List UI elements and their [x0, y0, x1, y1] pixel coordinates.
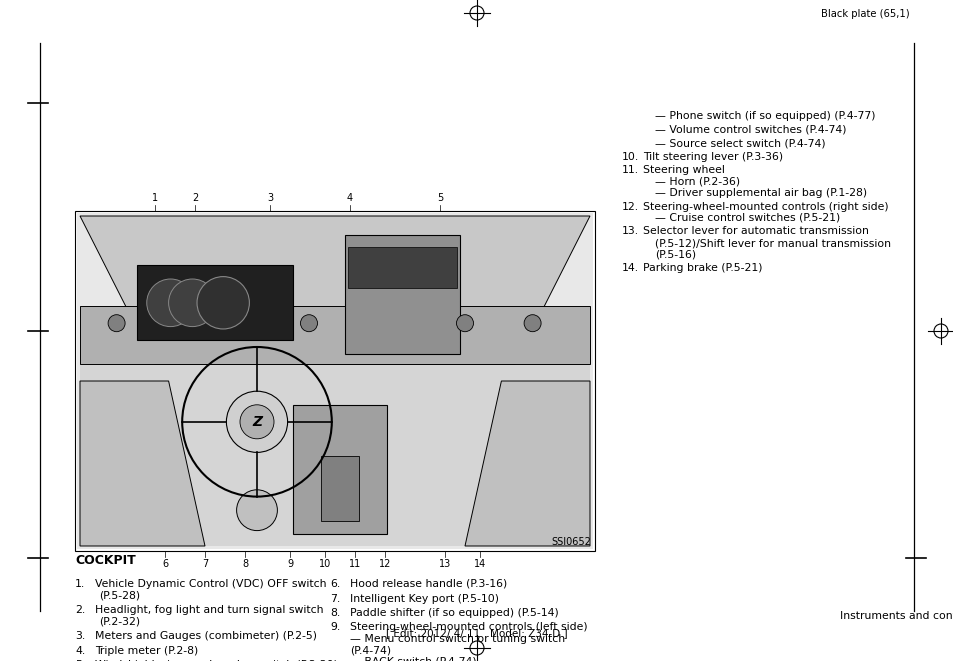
Text: Selector lever for automatic transmission: Selector lever for automatic transmissio…	[642, 227, 868, 237]
Bar	[75, 211, 595, 551]
Text: Z: Z	[252, 415, 262, 429]
Circle shape	[240, 405, 274, 439]
Text: 4: 4	[347, 193, 353, 203]
Bar	[348, 247, 456, 288]
Text: 8.: 8.	[330, 608, 340, 618]
Text: — Source select switch (P.4-74): — Source select switch (P.4-74)	[655, 138, 824, 148]
Text: (P.5-28): (P.5-28)	[99, 590, 140, 600]
Circle shape	[300, 315, 317, 332]
Polygon shape	[80, 364, 589, 546]
Circle shape	[108, 315, 125, 332]
Text: 13.: 13.	[621, 227, 639, 237]
Text: Steering-wheel-mounted controls (left side): Steering-wheel-mounted controls (left si…	[350, 623, 587, 633]
Text: — BACK switch (P.4-74): — BACK switch (P.4-74)	[350, 657, 476, 661]
Text: (P.5-16): (P.5-16)	[655, 249, 696, 260]
Text: [ Edit: 2012/ 4/ 11   Model: Z34-D ]: [ Edit: 2012/ 4/ 11 Model: Z34-D ]	[386, 628, 567, 638]
Polygon shape	[464, 381, 589, 546]
Text: Hood release handle (P.3-16): Hood release handle (P.3-16)	[350, 579, 507, 589]
Text: — Driver supplemental air bag (P.1-28): — Driver supplemental air bag (P.1-28)	[655, 188, 866, 198]
Text: 11.: 11.	[621, 165, 639, 175]
Circle shape	[456, 315, 473, 332]
Text: Steering wheel: Steering wheel	[642, 165, 724, 175]
Text: COCKPIT: COCKPIT	[75, 554, 135, 567]
Text: 5.: 5.	[75, 660, 85, 661]
Text: Black plate (65,1): Black plate (65,1)	[821, 9, 909, 19]
Bar	[80, 306, 589, 364]
Circle shape	[147, 279, 194, 327]
Polygon shape	[80, 216, 589, 364]
Text: 2.: 2.	[75, 605, 85, 615]
Text: Steering-wheel-mounted controls (right side): Steering-wheel-mounted controls (right s…	[642, 202, 887, 212]
Text: (P.2-32): (P.2-32)	[99, 617, 140, 627]
Text: — Phone switch (if so equipped) (P.4-77): — Phone switch (if so equipped) (P.4-77)	[655, 111, 875, 121]
Text: 6.: 6.	[330, 579, 340, 589]
Bar	[345, 235, 459, 354]
Text: 2: 2	[192, 193, 198, 203]
Text: 12: 12	[378, 559, 391, 569]
Circle shape	[169, 279, 216, 327]
Text: 12.: 12.	[621, 202, 639, 212]
Text: 6: 6	[162, 559, 168, 569]
Text: Tilt steering lever (P.3-36): Tilt steering lever (P.3-36)	[642, 151, 782, 161]
Text: 11: 11	[349, 559, 361, 569]
Polygon shape	[80, 381, 205, 546]
Text: 5: 5	[436, 193, 442, 203]
Text: 7: 7	[202, 559, 208, 569]
Text: 14: 14	[474, 559, 486, 569]
Circle shape	[236, 490, 277, 531]
Text: — Menu control switch or tuning switch: — Menu control switch or tuning switch	[350, 634, 564, 644]
Text: Meters and Gauges (combimeter) (P.2-5): Meters and Gauges (combimeter) (P.2-5)	[95, 631, 316, 641]
Bar	[137, 266, 294, 340]
Text: 3.: 3.	[75, 631, 85, 641]
Text: — Horn (P.2-36): — Horn (P.2-36)	[655, 176, 740, 186]
Text: (P.4-74): (P.4-74)	[350, 646, 391, 656]
Circle shape	[523, 315, 540, 332]
Text: Parking brake (P.5-21): Parking brake (P.5-21)	[642, 263, 761, 273]
Circle shape	[197, 276, 249, 329]
Text: SSI0652: SSI0652	[551, 537, 590, 547]
Text: Vehicle Dynamic Control (VDC) OFF switch: Vehicle Dynamic Control (VDC) OFF switch	[95, 579, 326, 589]
Text: 7.: 7.	[330, 594, 340, 603]
Text: Triple meter (P.2-8): Triple meter (P.2-8)	[95, 646, 198, 656]
Circle shape	[226, 391, 287, 452]
Bar	[294, 405, 387, 534]
Text: 1: 1	[152, 193, 158, 203]
Text: 8: 8	[242, 559, 248, 569]
Text: 4.: 4.	[75, 646, 85, 656]
Text: Headlight, fog light and turn signal switch: Headlight, fog light and turn signal swi…	[95, 605, 323, 615]
Text: 9.: 9.	[330, 623, 340, 633]
Text: 10: 10	[318, 559, 331, 569]
Text: (P.5-12)/Shift lever for manual transmission: (P.5-12)/Shift lever for manual transmis…	[655, 238, 890, 248]
Text: 14.: 14.	[621, 263, 639, 273]
Text: — Volume control switches (P.4-74): — Volume control switches (P.4-74)	[655, 124, 845, 134]
Text: 9: 9	[287, 559, 293, 569]
Text: 3: 3	[267, 193, 273, 203]
Text: Instruments and controls: Instruments and controls	[840, 611, 953, 621]
Bar	[77, 213, 593, 549]
Text: — Cruise control switches (P.5-21): — Cruise control switches (P.5-21)	[655, 213, 840, 223]
Text: Windshield wiper and washer switch (P.2-30): Windshield wiper and washer switch (P.2-…	[95, 660, 337, 661]
Text: 1.: 1.	[75, 579, 85, 589]
Text: 13: 13	[438, 559, 451, 569]
Text: 10.: 10.	[621, 151, 639, 161]
Bar	[321, 457, 358, 521]
Text: Paddle shifter (if so equipped) (P.5-14): Paddle shifter (if so equipped) (P.5-14)	[350, 608, 558, 618]
Text: Intelligent Key port (P.5-10): Intelligent Key port (P.5-10)	[350, 594, 498, 603]
